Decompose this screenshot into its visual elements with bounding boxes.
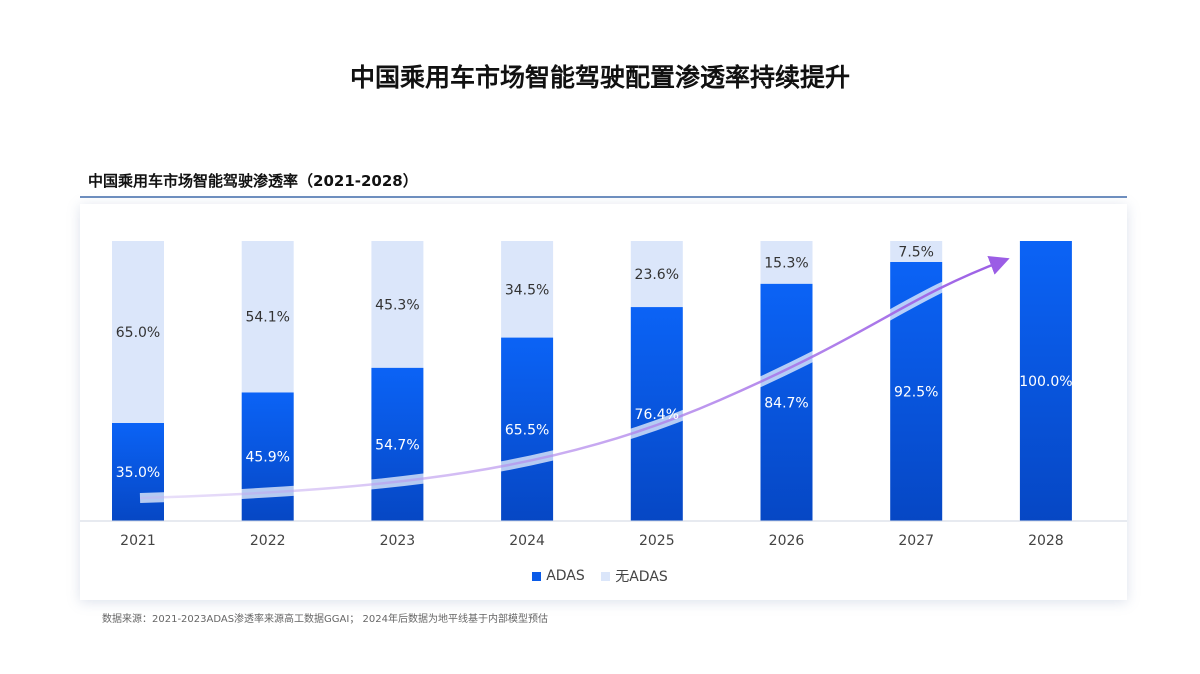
x-tick-2022: 2022: [250, 533, 286, 549]
bar-no-adas-2026: [760, 241, 813, 284]
legend-label: 无ADAS: [615, 569, 668, 585]
trend-arrow: [139, 255, 1010, 500]
source-note: 数据来源：2021-2023ADAS渗透率来源高工数据GGAI； 2024年后数…: [102, 614, 548, 625]
bar-adas-2024: [501, 337, 554, 521]
bar-adas-2022: [241, 392, 294, 521]
bar-adas-2028: [1019, 241, 1072, 521]
label-adas-2028: 100.0%: [1019, 374, 1072, 390]
label-no-adas-2024: 34.5%: [505, 282, 549, 298]
x-tick-2026: 2026: [769, 533, 805, 549]
label-adas-2023: 54.7%: [375, 437, 419, 453]
legend-item-adas: ADAS: [532, 568, 585, 584]
x-tick-2027: 2027: [898, 533, 934, 549]
label-no-adas-2022: 54.1%: [245, 310, 289, 326]
label-adas-2024: 65.5%: [505, 422, 549, 438]
legend: ADAS 无ADAS: [0, 566, 1200, 586]
bar-adas-2026: [760, 283, 813, 521]
page-title: 中国乘用车市场智能驾驶配置渗透率持续提升: [349, 63, 850, 92]
bar-no-adas-2025: [630, 241, 683, 308]
x-tick-2028: 2028: [1028, 533, 1064, 549]
x-tick-2025: 2025: [639, 533, 675, 549]
label-adas-2025: 76.4%: [635, 407, 679, 423]
bar-no-adas-2021: [112, 241, 164, 423]
label-adas-2026: 84.7%: [764, 395, 808, 411]
legend-label: ADAS: [546, 568, 585, 584]
label-adas-2021: 35.0%: [116, 465, 160, 481]
chart-title: 中国乘用车市场智能驾驶渗透率（2021-2028）: [88, 172, 418, 190]
label-no-adas-2021: 65.0%: [116, 325, 160, 341]
legend-swatch: [601, 571, 611, 581]
label-no-adas-2025: 23.6%: [635, 267, 679, 283]
x-tick-2021: 2021: [120, 533, 156, 549]
label-adas-2027: 92.5%: [894, 385, 938, 401]
label-no-adas-2027: 7.5%: [898, 245, 934, 261]
label-no-adas-2026: 15.3%: [764, 255, 808, 271]
bar-no-adas-2024: [501, 241, 554, 338]
legend-swatch: [532, 571, 542, 581]
title-divider: [80, 196, 1127, 198]
label-adas-2022: 45.9%: [245, 450, 289, 466]
bar-adas-2023: [371, 367, 424, 521]
bar-no-adas-2027: [890, 241, 943, 262]
legend-item-no-adas: 无ADAS: [601, 566, 668, 586]
bar-no-adas-2023: [371, 241, 424, 368]
bar-adas-2021: [112, 423, 164, 521]
x-tick-2023: 2023: [380, 533, 416, 549]
x-tick-2024: 2024: [509, 533, 545, 549]
bar-no-adas-2022: [241, 241, 294, 393]
label-no-adas-2023: 45.3%: [375, 297, 419, 313]
